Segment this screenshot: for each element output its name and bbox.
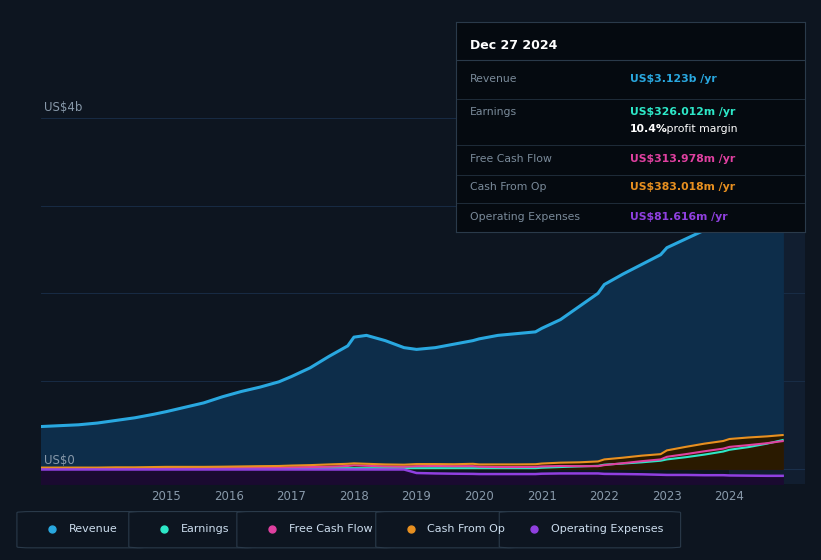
Text: US$3.123b /yr: US$3.123b /yr [631,74,717,84]
Text: Operating Expenses: Operating Expenses [551,524,663,534]
Text: Revenue: Revenue [69,524,117,534]
Text: Revenue: Revenue [470,74,517,84]
FancyBboxPatch shape [236,512,395,548]
Text: US$313.978m /yr: US$313.978m /yr [631,154,736,164]
Text: Earnings: Earnings [181,524,229,534]
Text: Free Cash Flow: Free Cash Flow [288,524,372,534]
Text: profit margin: profit margin [663,124,738,134]
Text: Dec 27 2024: Dec 27 2024 [470,39,557,52]
Text: Earnings: Earnings [470,106,516,116]
Text: 10.4%: 10.4% [631,124,668,134]
Text: Cash From Op: Cash From Op [428,524,506,534]
FancyBboxPatch shape [499,512,681,548]
Text: US$4b: US$4b [44,101,83,114]
FancyBboxPatch shape [376,512,519,548]
Text: US$81.616m /yr: US$81.616m /yr [631,212,727,222]
Bar [730,109,805,484]
Text: Operating Expenses: Operating Expenses [470,212,580,222]
Text: US$383.018m /yr: US$383.018m /yr [631,182,736,192]
Text: US$0: US$0 [44,454,75,467]
Text: Cash From Op: Cash From Op [470,182,546,192]
Text: US$326.012m /yr: US$326.012m /yr [631,106,736,116]
FancyBboxPatch shape [17,512,148,548]
Text: Free Cash Flow: Free Cash Flow [470,154,552,164]
FancyBboxPatch shape [129,512,256,548]
